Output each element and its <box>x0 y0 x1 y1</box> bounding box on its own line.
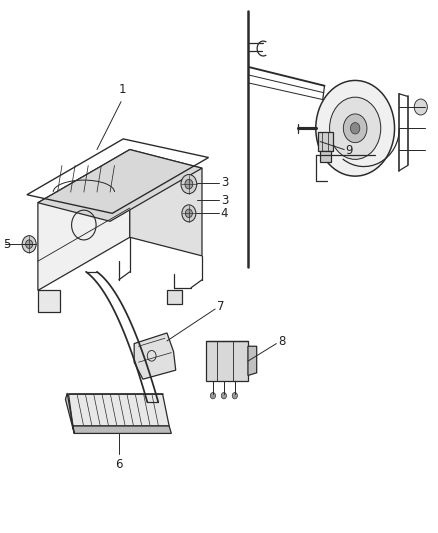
Text: 5: 5 <box>3 238 10 251</box>
Circle shape <box>343 114 366 143</box>
Circle shape <box>315 80 394 176</box>
Circle shape <box>413 99 426 115</box>
Text: 3: 3 <box>220 176 228 189</box>
Circle shape <box>185 209 192 217</box>
Circle shape <box>184 179 192 189</box>
Polygon shape <box>65 393 74 433</box>
Circle shape <box>350 123 359 134</box>
Circle shape <box>232 392 237 399</box>
Text: 1: 1 <box>118 83 126 96</box>
Text: 3: 3 <box>220 193 228 207</box>
Polygon shape <box>130 150 201 256</box>
Circle shape <box>22 236 36 253</box>
Polygon shape <box>319 151 330 162</box>
Polygon shape <box>206 341 247 381</box>
Polygon shape <box>317 132 332 151</box>
Polygon shape <box>38 290 60 312</box>
Polygon shape <box>38 150 201 221</box>
Text: 9: 9 <box>345 144 352 157</box>
Circle shape <box>180 174 196 193</box>
Polygon shape <box>38 150 130 290</box>
Polygon shape <box>134 333 175 379</box>
Circle shape <box>221 392 226 399</box>
Polygon shape <box>73 426 171 433</box>
Text: 6: 6 <box>115 458 122 471</box>
Text: 8: 8 <box>278 335 285 349</box>
Circle shape <box>25 240 32 248</box>
Text: 7: 7 <box>216 300 224 313</box>
Polygon shape <box>68 394 169 426</box>
Polygon shape <box>166 290 182 304</box>
Circle shape <box>329 97 380 159</box>
Text: 4: 4 <box>220 207 228 220</box>
Polygon shape <box>247 346 256 375</box>
Circle shape <box>210 392 215 399</box>
Circle shape <box>181 205 195 222</box>
